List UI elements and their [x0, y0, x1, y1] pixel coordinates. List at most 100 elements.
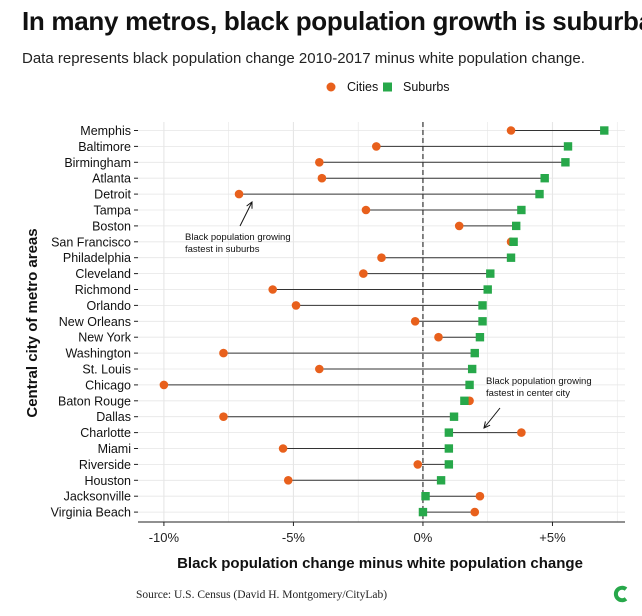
source-note: Source: U.S. Census (David H. Montgomery…: [136, 589, 388, 601]
city-point: [315, 364, 324, 374]
suburb-point: [465, 380, 474, 390]
y-axis-title: Central city of metro areas: [24, 228, 41, 417]
city-point: [268, 285, 278, 294]
city-point: [278, 444, 288, 453]
category-label: Houston: [84, 474, 131, 488]
annotation-arrow-shaft: [239, 201, 253, 227]
suburb-point: [517, 205, 526, 215]
category-label: Riverside: [79, 458, 131, 472]
suburb-point: [506, 253, 516, 262]
category-label: Virginia Beach: [51, 506, 131, 520]
x-tick-label: -10%: [149, 530, 180, 545]
annotation-text: Black population growing: [185, 232, 291, 243]
city-point: [219, 348, 228, 358]
category-label: Baltimore: [78, 140, 131, 154]
suburb-point: [540, 174, 549, 183]
category-label: St. Louis: [82, 363, 131, 377]
city-point: [234, 189, 244, 199]
chart-subtitle: Data represents black population change …: [22, 50, 585, 67]
category-label: Birmingham: [64, 156, 131, 170]
city-point: [475, 491, 485, 501]
category-label: Chicago: [85, 378, 131, 392]
category-label: Philadelphia: [63, 251, 131, 265]
suburb-point: [509, 237, 518, 246]
x-tick-label: 0%: [414, 530, 433, 545]
city-point: [361, 205, 371, 215]
category-label: Baton Rouge: [58, 394, 131, 408]
city-point: [434, 332, 443, 342]
suburb-point: [478, 317, 487, 326]
city-point: [377, 253, 386, 262]
x-tick-label: -5%: [282, 530, 306, 545]
suburb-point: [467, 364, 477, 374]
citylab-logo-icon: [613, 585, 628, 603]
category-label: New Orleans: [59, 315, 131, 329]
legend: Cities Suburbs: [326, 80, 450, 94]
gridlines: [138, 122, 625, 522]
city-point: [470, 507, 480, 517]
category-label: Tampa: [93, 204, 131, 218]
chart-title: In many metros, black population growth …: [22, 6, 642, 36]
suburb-point: [444, 460, 454, 469]
category-label: Charlotte: [80, 426, 131, 440]
suburb-point: [444, 428, 454, 437]
suburb-point: [563, 142, 573, 151]
suburb-point: [600, 126, 609, 135]
city-point: [372, 142, 381, 151]
city-point: [315, 158, 324, 167]
annotation-text: fastest in center city: [486, 388, 570, 399]
city-point: [506, 126, 516, 135]
annotation-arrowhead: [483, 421, 491, 429]
x-tick-label: +5%: [539, 530, 566, 545]
legend-cities-marker: [326, 82, 336, 92]
legend-suburbs-label: Suburbs: [403, 80, 450, 94]
suburb-point: [470, 348, 479, 358]
category-label: Richmond: [75, 283, 131, 297]
suburb-point: [486, 269, 495, 278]
legend-cities-label: Cities: [347, 80, 378, 94]
annotation-text: fastest in suburbs: [185, 244, 260, 255]
x-axis-title: Black population change minus white popu…: [177, 555, 583, 572]
suburb-point: [449, 412, 459, 421]
city-point: [283, 476, 293, 485]
category-label: Detroit: [94, 188, 131, 202]
suburb-point: [561, 158, 570, 167]
city-point: [454, 221, 464, 231]
category-label: Dallas: [96, 410, 131, 424]
annotation-text: Black population growing: [486, 376, 592, 387]
suburb-point: [421, 492, 430, 501]
category-label: Orlando: [87, 299, 132, 313]
suburb-point: [478, 301, 487, 310]
suburb-point: [483, 285, 492, 294]
annotation-arrowhead: [246, 201, 253, 209]
category-label: Memphis: [80, 124, 131, 138]
category-label: Atlanta: [92, 172, 131, 186]
suburb-point: [418, 507, 428, 517]
city-point: [359, 269, 368, 278]
city-point: [413, 460, 423, 469]
suburb-point: [460, 396, 469, 405]
legend-suburbs-marker: [383, 82, 392, 92]
x-axis-ticks: -10% -5% 0% +5%: [149, 522, 566, 545]
category-label: New York: [78, 331, 132, 345]
city-point: [159, 380, 169, 390]
suburb-point: [512, 221, 521, 231]
dumbbells: [159, 126, 609, 517]
category-label: Jacksonville: [64, 490, 131, 504]
city-point: [517, 428, 526, 437]
category-label: Boston: [92, 219, 131, 233]
suburb-point: [444, 444, 454, 453]
category-label: Miami: [98, 442, 131, 456]
city-point: [291, 301, 301, 310]
suburb-point: [475, 333, 485, 342]
category-label: Cleveland: [75, 267, 131, 281]
y-axis-categories: Memphis Baltimore Birmingham Atlanta Detroit…: [51, 124, 138, 520]
city-point: [219, 412, 228, 422]
city-point: [410, 317, 420, 326]
suburb-point: [436, 476, 446, 485]
category-label: Washington: [65, 347, 131, 361]
suburb-point: [535, 189, 544, 199]
annotation-arrow-shaft: [483, 407, 501, 429]
